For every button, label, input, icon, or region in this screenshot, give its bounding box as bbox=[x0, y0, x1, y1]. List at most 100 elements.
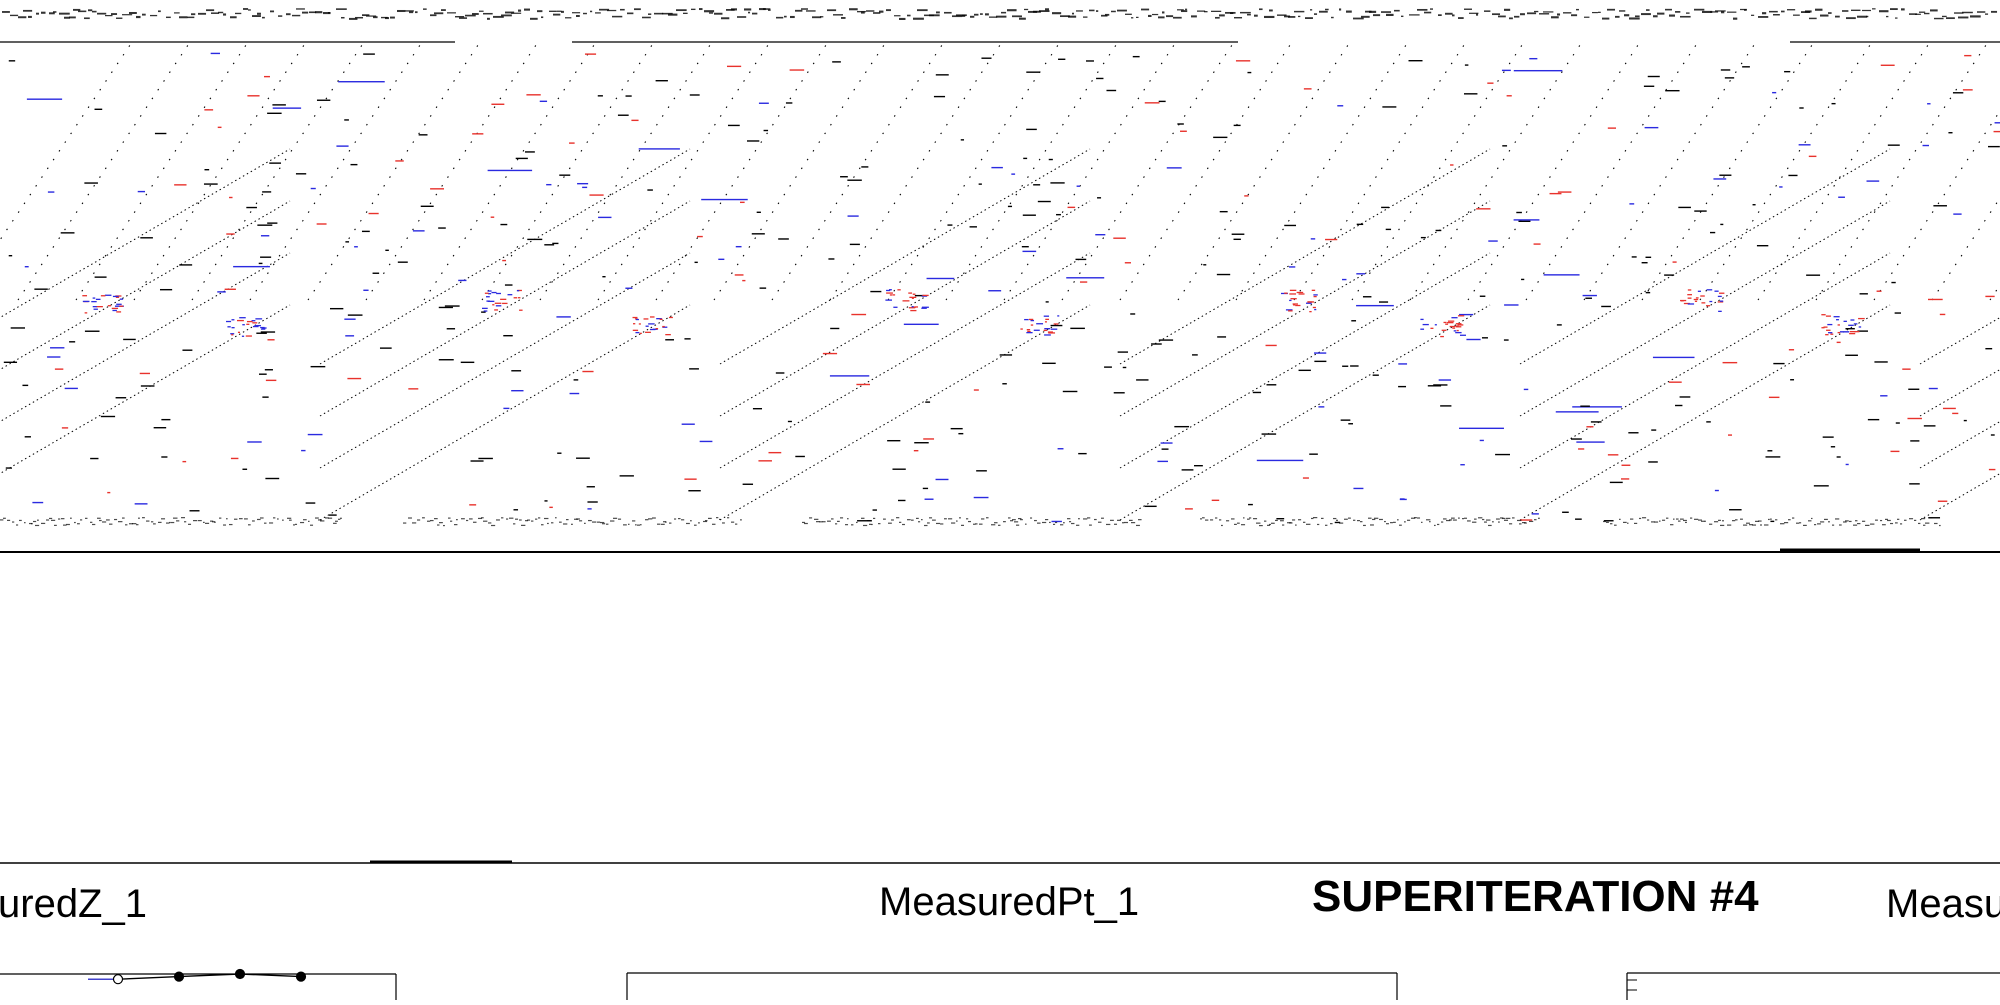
hit-mark bbox=[189, 510, 200, 512]
hit-mark bbox=[34, 288, 48, 290]
hit-mark bbox=[260, 235, 270, 237]
hit-mark bbox=[100, 415, 116, 418]
hit-mark bbox=[347, 377, 362, 380]
hit-mark bbox=[1067, 206, 1076, 209]
header-glyph-mark bbox=[235, 12, 242, 15]
header-glyph-mark bbox=[1563, 12, 1572, 14]
baseline-noise-mark bbox=[727, 517, 730, 519]
hit-mark bbox=[54, 368, 64, 370]
hit-mark bbox=[204, 168, 210, 171]
baseline-noise-mark bbox=[1451, 517, 1455, 519]
header-glyph-mark bbox=[397, 9, 406, 13]
hit-mark bbox=[139, 372, 150, 375]
hit-mark bbox=[742, 279, 746, 282]
hit-cluster-mark bbox=[239, 317, 246, 319]
hit-cluster-mark bbox=[1285, 309, 1293, 311]
hit-mark bbox=[1104, 366, 1112, 368]
baseline-noise-mark bbox=[333, 522, 337, 524]
hit-mark bbox=[379, 347, 392, 349]
hit-cluster-mark bbox=[1719, 300, 1724, 302]
baseline-noise-mark bbox=[1267, 524, 1271, 526]
hit-cluster-mark bbox=[1447, 321, 1454, 324]
baseline-noise-mark bbox=[1690, 517, 1693, 519]
hit-mark bbox=[1062, 390, 1078, 393]
baseline-noise-mark bbox=[277, 518, 279, 520]
hit-mark bbox=[576, 457, 590, 459]
hit-mark bbox=[1644, 126, 1659, 129]
baseline-noise-mark bbox=[837, 520, 840, 522]
header-glyph-mark bbox=[1353, 17, 1364, 20]
hit-cluster-mark bbox=[633, 323, 636, 325]
baseline-noise-mark bbox=[1519, 523, 1522, 525]
baseline-noise-mark bbox=[804, 522, 808, 525]
hit-mark bbox=[872, 509, 877, 511]
hit-mark bbox=[1516, 211, 1522, 214]
hit-mark bbox=[233, 265, 270, 268]
hit-mark bbox=[849, 243, 860, 246]
hit-cluster-mark bbox=[1837, 331, 1841, 334]
hit-mark bbox=[1078, 452, 1087, 455]
baseline-noise-mark bbox=[1136, 524, 1140, 527]
header-glyph-mark bbox=[434, 12, 444, 15]
hit-mark bbox=[1631, 256, 1637, 258]
hit-mark bbox=[950, 427, 963, 430]
hit-mark bbox=[345, 335, 355, 337]
hit-mark bbox=[1948, 132, 1953, 134]
hit-cluster-mark bbox=[116, 311, 122, 313]
hit-cluster-mark bbox=[662, 326, 668, 328]
hit-mark bbox=[1933, 205, 1947, 207]
hit-mark bbox=[787, 420, 792, 423]
hit-mark bbox=[924, 498, 934, 500]
hit-mark bbox=[1310, 238, 1316, 240]
hit-mark bbox=[363, 289, 369, 291]
header-glyph-mark bbox=[1469, 12, 1479, 14]
baseline-noise-mark bbox=[1923, 524, 1926, 526]
series-point bbox=[295, 971, 307, 982]
header-glyph-mark bbox=[1158, 16, 1165, 19]
hit-mark bbox=[1161, 448, 1169, 450]
baseline-noise-mark bbox=[1259, 524, 1263, 527]
baseline-noise-mark bbox=[1895, 522, 1898, 524]
track-line bbox=[319, 200, 691, 417]
baseline-noise-mark bbox=[1502, 517, 1506, 520]
hit-cluster-mark bbox=[1044, 321, 1047, 323]
hit-mark bbox=[1026, 71, 1040, 73]
hit-mark bbox=[350, 163, 358, 166]
baseline-noise-mark bbox=[1053, 523, 1056, 525]
baseline-noise-mark bbox=[203, 521, 205, 524]
hit-mark bbox=[265, 379, 277, 382]
hit-mark bbox=[1216, 273, 1231, 276]
hit-cluster-mark bbox=[632, 329, 639, 331]
hit-cluster-mark bbox=[1694, 300, 1698, 302]
hit-cluster-mark bbox=[1048, 332, 1056, 334]
hit-cluster-mark bbox=[1295, 304, 1301, 307]
left-series-layer bbox=[88, 968, 307, 985]
header-glyph-mark bbox=[668, 13, 678, 16]
baseline-noise-mark bbox=[85, 517, 88, 519]
baseline-noise-mark bbox=[1020, 519, 1023, 521]
header-glyph-mark bbox=[1476, 13, 1479, 16]
header-glyph-mark bbox=[1089, 9, 1095, 12]
hit-mark bbox=[153, 427, 167, 429]
baseline-noise-mark bbox=[968, 520, 971, 523]
header-glyph-mark bbox=[1835, 15, 1840, 18]
hit-cluster-mark bbox=[115, 296, 120, 298]
baseline-noise-mark bbox=[661, 523, 665, 525]
hit-mark bbox=[1385, 228, 1392, 231]
hit-mark bbox=[1720, 223, 1724, 226]
hit-cluster-mark bbox=[1825, 315, 1831, 317]
baseline-noise-mark bbox=[541, 524, 544, 526]
hit-mark bbox=[1603, 520, 1614, 522]
hit-mark bbox=[204, 109, 214, 111]
hit-mark bbox=[1585, 297, 1592, 299]
baseline-noise-mark bbox=[994, 522, 998, 524]
hit-mark bbox=[1399, 498, 1405, 500]
hit-cluster-mark bbox=[1706, 289, 1713, 291]
hit-mark bbox=[1575, 518, 1582, 520]
hit-mark bbox=[472, 133, 484, 135]
baseline-noise-mark bbox=[531, 520, 534, 522]
header-glyph-mark bbox=[654, 12, 664, 15]
hit-mark bbox=[203, 183, 218, 185]
header-glyph-mark bbox=[944, 11, 952, 14]
baseline-noise-mark bbox=[827, 520, 831, 522]
